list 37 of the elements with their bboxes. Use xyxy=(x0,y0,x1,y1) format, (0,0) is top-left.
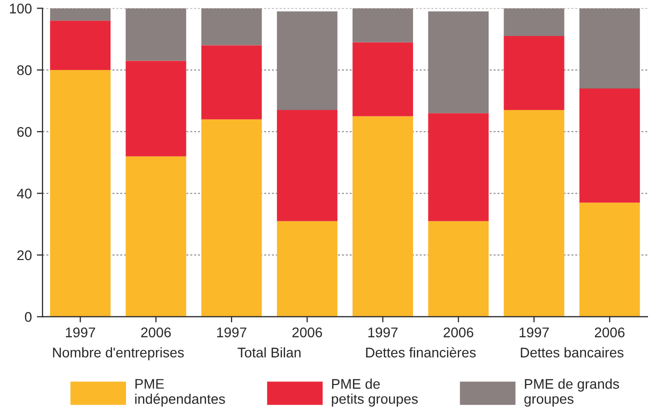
bar xyxy=(352,116,414,317)
x-tick-label: 1997 xyxy=(66,327,96,338)
y-tick-label: 40 xyxy=(16,188,32,199)
bar xyxy=(276,110,338,222)
text: Nombre d'entreprises xyxy=(53,347,184,360)
bar xyxy=(201,119,262,317)
y-tick-label: 80 xyxy=(17,65,32,76)
bar xyxy=(504,110,564,317)
bar xyxy=(50,20,111,70)
y-tick-label: 60 xyxy=(17,126,32,137)
y-tick-label: 100 xyxy=(10,4,32,14)
bar xyxy=(428,221,489,317)
bar xyxy=(276,221,338,317)
bar xyxy=(352,42,414,116)
bar xyxy=(504,36,564,110)
bar xyxy=(126,156,186,317)
legend-label: PME indépendantes xyxy=(135,379,225,407)
x-tick-label: 2006 xyxy=(444,327,474,338)
text: Dettes financières xyxy=(366,347,476,358)
y-tick-label: 0 xyxy=(24,312,32,322)
y-tick-label: 20 xyxy=(17,250,32,260)
x-tick-label: 1997 xyxy=(217,327,246,338)
bar xyxy=(428,113,489,222)
bar xyxy=(50,70,111,317)
bar xyxy=(579,202,640,317)
bar xyxy=(201,45,262,120)
x-tick-label: 2006 xyxy=(594,327,624,338)
text: Total Bilan xyxy=(238,347,301,358)
legend-label: PME de petits groupes xyxy=(332,378,418,407)
x-tick-label: 2006 xyxy=(292,327,322,338)
x-tick-label: 1997 xyxy=(368,327,398,338)
text: Dettes bancaires xyxy=(520,347,624,358)
x-tick-label: 2006 xyxy=(141,327,171,338)
bar xyxy=(579,88,640,203)
x-tick-label: 1997 xyxy=(520,327,549,338)
legend-label: PME de grands groupes xyxy=(524,378,620,407)
bar xyxy=(126,60,186,156)
